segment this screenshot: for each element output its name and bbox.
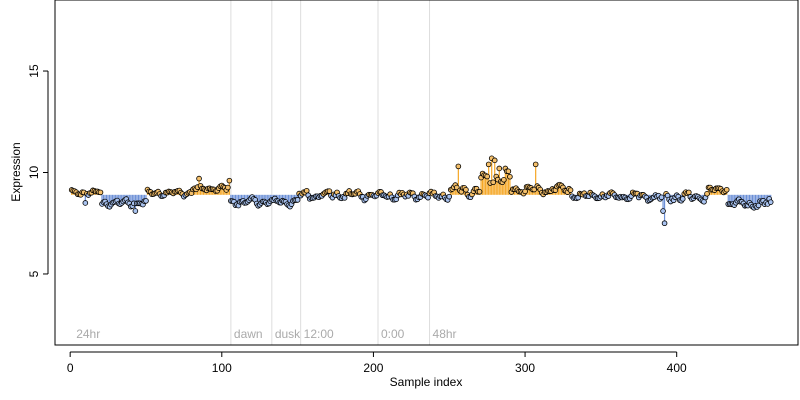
data-point [496, 165, 503, 172]
x-tick-label: 100 [212, 361, 232, 375]
x-tick-label: 200 [363, 361, 383, 375]
data-point [532, 161, 539, 168]
data-point [658, 194, 665, 201]
annotation-label: 0:00 [381, 327, 405, 341]
data-point [704, 191, 710, 197]
plot-frame [54, 0, 799, 346]
y-tick-label: 10 [27, 166, 41, 180]
data-point [660, 208, 666, 214]
annotation-label: 24hr [76, 327, 100, 341]
annotation-label: 12:00 [304, 327, 334, 341]
data-point [225, 184, 231, 191]
data-point [446, 193, 453, 200]
data-point [531, 186, 537, 193]
data-point [661, 220, 668, 227]
data-point [767, 199, 774, 205]
data-point [455, 163, 462, 170]
data-point [723, 186, 730, 193]
point-layer [68, 155, 774, 227]
annotation-layer: 24hr dawn dusk 12:00 0:00 48hr [76, 0, 457, 345]
data-point [491, 157, 498, 164]
data-point [425, 194, 431, 201]
axis-layer: 0 100 200 300 400 5 10 15 [27, 64, 687, 375]
data-point [484, 173, 490, 180]
data-point [294, 197, 301, 203]
y-axis-title: Expression [9, 142, 23, 201]
data-point [501, 177, 507, 183]
data-point [567, 187, 574, 193]
data-point [97, 189, 104, 196]
x-tick-label: 0 [67, 361, 74, 375]
x-axis-title: Sample index [390, 375, 463, 389]
data-point [476, 188, 483, 195]
data-point [505, 168, 512, 175]
data-point [143, 198, 149, 204]
y-tick-label: 15 [27, 64, 41, 78]
data-point [132, 208, 139, 214]
x-tick-label: 400 [667, 361, 687, 375]
data-point [507, 173, 513, 180]
annotation-label: dawn [234, 327, 263, 341]
data-point [485, 161, 492, 168]
data-point [679, 196, 686, 202]
annotation-label: 48hr [433, 327, 457, 341]
data-point [463, 186, 469, 193]
annotation-label: dusk [275, 327, 301, 341]
data-point [82, 200, 89, 206]
y-tick-label: 5 [27, 270, 41, 277]
x-tick-label: 300 [515, 361, 535, 375]
data-point [196, 175, 202, 182]
data-point [490, 179, 497, 186]
data-point [226, 177, 233, 184]
